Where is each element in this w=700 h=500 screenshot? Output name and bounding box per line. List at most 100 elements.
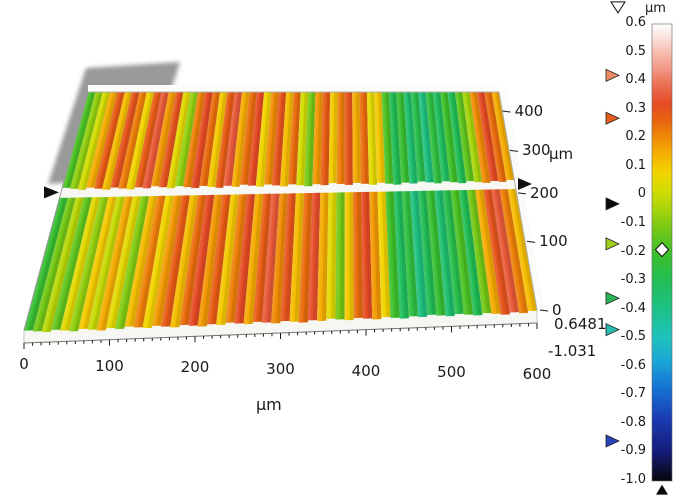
surface-stripe xyxy=(60,197,101,331)
surface-stripe xyxy=(450,190,474,315)
surface-stripe xyxy=(418,190,437,315)
surface-stripe xyxy=(32,197,76,332)
surface-stripe xyxy=(41,197,84,333)
surface-stripe xyxy=(51,197,93,330)
surface-stripe xyxy=(234,194,256,324)
surface-stripe xyxy=(264,92,279,185)
surface-stripe xyxy=(298,193,313,323)
surface-stripe xyxy=(328,92,338,184)
surface-stripe xyxy=(374,92,386,183)
surface-stripe xyxy=(191,92,213,189)
surface-stripe xyxy=(255,92,272,187)
section-cut-face xyxy=(59,179,516,198)
surface-stripe xyxy=(361,191,373,319)
surface-stripe xyxy=(369,191,382,320)
surface-stripe xyxy=(62,92,96,188)
surface-stripe xyxy=(335,192,345,320)
surface-stripe xyxy=(207,92,228,187)
surface-stripe xyxy=(215,92,235,188)
surface-stripe xyxy=(175,92,199,187)
surface-stripe xyxy=(296,92,309,186)
surface-stripe xyxy=(352,192,363,319)
surface-stripe xyxy=(271,193,288,324)
surface-stripe xyxy=(477,92,499,182)
surface-stripe xyxy=(401,191,418,317)
surface-stripe xyxy=(231,92,250,187)
colorbar-marker-diamond[interactable] xyxy=(654,241,670,258)
surface-stripe xyxy=(199,92,221,186)
surface-stripe xyxy=(410,92,426,182)
surface-stripe xyxy=(239,92,257,185)
surface-stripe xyxy=(469,92,491,183)
surface-stripe xyxy=(388,92,402,185)
colorbar-marker-triangle[interactable] xyxy=(605,322,620,337)
surface-stripe xyxy=(483,189,510,315)
surface-stripe xyxy=(432,92,450,182)
surface-stripe xyxy=(403,92,418,184)
surface-stripe xyxy=(166,92,191,189)
surface-stripe xyxy=(216,194,239,326)
surface-stripe xyxy=(418,92,434,183)
colorbar-marker-triangle[interactable] xyxy=(605,434,620,448)
surface-stripe xyxy=(312,92,323,185)
surface-stripe xyxy=(87,196,125,330)
surface-stripe xyxy=(183,92,206,188)
surface-stripe xyxy=(484,92,507,182)
surface-stripe xyxy=(223,92,243,186)
surface-stripe xyxy=(243,193,264,325)
surface-stripe xyxy=(170,195,199,328)
surface-stripe xyxy=(152,195,182,326)
surface-stripe xyxy=(326,192,337,319)
surface-stripe xyxy=(393,191,409,319)
surface-stripe xyxy=(69,197,109,332)
surface-stripe xyxy=(425,92,442,184)
surface-stripe xyxy=(262,193,280,323)
surface-stripe xyxy=(110,92,140,188)
surface-stripe xyxy=(133,195,166,328)
surface-stripe xyxy=(78,196,117,330)
surface-stripe xyxy=(207,194,231,325)
surface-stripe xyxy=(115,196,150,330)
section-markers xyxy=(44,178,532,199)
surface-stripe xyxy=(197,194,223,327)
surface-stripe xyxy=(385,191,400,318)
colorbar-marker-triangle[interactable] xyxy=(605,291,620,305)
colorbar-marker-bottom[interactable] xyxy=(656,484,668,495)
colorbar-marker-triangle[interactable] xyxy=(605,111,620,125)
surface-stripe xyxy=(440,92,458,183)
surface-stripe xyxy=(458,190,483,316)
surface-stripe xyxy=(272,92,287,186)
surface-stripe xyxy=(307,192,321,321)
surface-stripe xyxy=(70,92,103,189)
surface-stripe xyxy=(118,92,147,189)
axes-ticks xyxy=(23,110,549,349)
surface-stripe xyxy=(475,189,501,314)
surface-stripe xyxy=(96,196,133,331)
surface-stripe xyxy=(410,190,428,318)
surface-stripe xyxy=(106,196,141,329)
surface-stripe xyxy=(507,189,538,311)
surface-stripe xyxy=(462,92,483,183)
colorbar-marker-top[interactable] xyxy=(610,1,626,14)
surface-stripe xyxy=(381,92,394,184)
surface-stripe xyxy=(344,192,354,321)
surface-stripe xyxy=(247,92,265,186)
surface-stripe xyxy=(158,92,184,188)
surface-stripe xyxy=(317,192,329,322)
surface-stripe xyxy=(252,193,272,322)
colorbar-marker-triangle[interactable] xyxy=(605,68,620,83)
surface-stripe xyxy=(491,92,515,180)
surface-stripe xyxy=(86,92,118,188)
surface-stripe xyxy=(442,190,464,315)
section-marker-left xyxy=(44,186,59,199)
surface-stripe xyxy=(344,92,353,185)
near-field-surface xyxy=(23,189,538,333)
surface-stripe xyxy=(491,189,519,313)
surface-stripe xyxy=(320,92,331,186)
colorbar-marker-triangle[interactable] xyxy=(605,237,620,251)
surface-stripe xyxy=(23,197,68,331)
colorbar-marker-triangle[interactable] xyxy=(605,197,620,211)
surface-stripe xyxy=(377,191,391,318)
surface-stripe xyxy=(396,92,410,183)
